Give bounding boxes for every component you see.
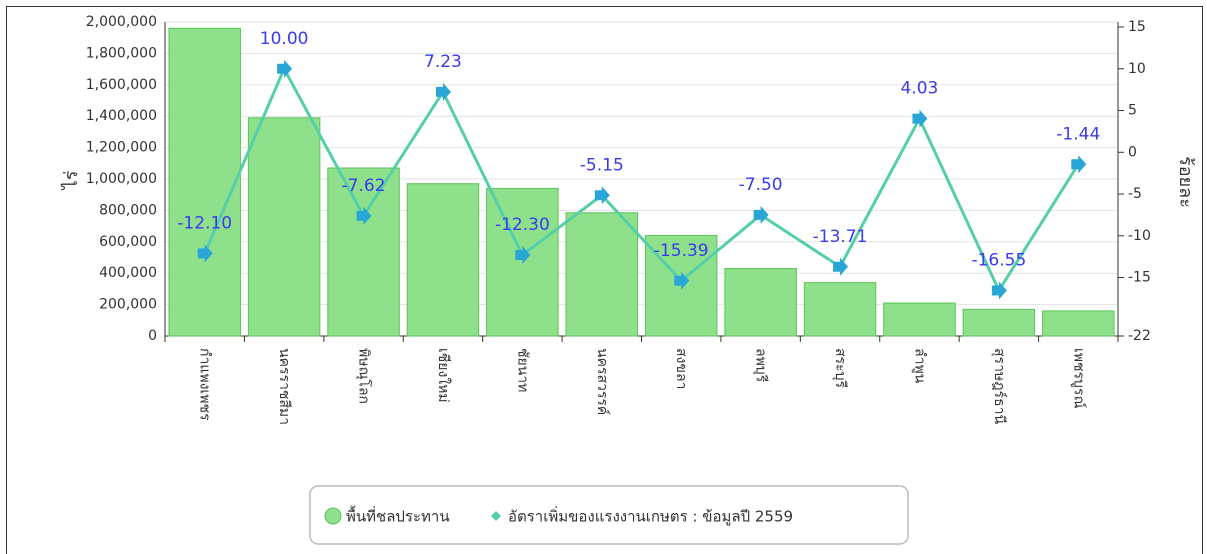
y2-tick-label: 10 (1128, 61, 1146, 77)
y2-tick-label: 5 (1128, 103, 1137, 119)
y-tick-label: 2,000,000 (86, 14, 157, 30)
x-tick-label: นครสวรรค์ (594, 348, 611, 415)
y2-tick-label: -22 (1128, 328, 1151, 344)
x-tick-label: เชียงใหม่ (435, 348, 452, 403)
bar (327, 167, 400, 337)
data-label: -16.55 (971, 250, 1026, 270)
y-tick-label: 1,800,000 (86, 45, 157, 61)
x-tick-label: สงขลา (673, 348, 689, 389)
x-tick-label: ลพบุรี (753, 348, 769, 383)
bar (803, 282, 877, 337)
data-label: -12.10 (177, 213, 232, 233)
marker (753, 205, 769, 224)
legend-swatch (324, 507, 342, 525)
legend-label: พื้นที่ชลประทาน (346, 506, 450, 526)
x-tick-label: ลำพูน (911, 348, 927, 384)
y2-axis-label: ร้อยละ (1175, 156, 1196, 208)
bar (883, 302, 956, 337)
y-tick-label: 0 (148, 328, 157, 344)
x-tick-label: สระบุรี (832, 348, 848, 388)
bar (168, 27, 241, 337)
x-tick-label: ชัยนาท (514, 348, 530, 392)
x-tick-label: กำแพงเพชร (197, 348, 213, 421)
bar (406, 183, 480, 337)
data-label: -12.30 (495, 215, 550, 235)
marker (674, 271, 690, 290)
bar (724, 267, 797, 337)
y2-tick-label: -5 (1128, 186, 1142, 202)
data-label: 10.00 (260, 29, 309, 49)
marker (277, 59, 293, 78)
marker (356, 206, 372, 225)
data-label: -1.44 (1056, 124, 1100, 144)
data-label: 4.03 (901, 79, 939, 99)
y-tick-label: 800,000 (99, 202, 157, 218)
data-label: -7.62 (342, 176, 386, 196)
x-tick-label: เพชรบูรณ์ (1070, 348, 1087, 408)
y2-tick-label: -15 (1128, 270, 1151, 286)
x-tick-label: พิษณุโลก (356, 348, 373, 404)
x-tick-label: นครราชสีมา (276, 348, 292, 425)
y-tick-label: 400,000 (99, 265, 157, 281)
y-axis-label: ไร่ (60, 170, 82, 191)
data-label: -15.39 (654, 241, 709, 261)
marker (594, 186, 610, 205)
line (203, 65, 1080, 294)
marker (197, 244, 213, 263)
y-tick-label: 1,400,000 (86, 108, 157, 124)
marker (435, 82, 451, 101)
data-label: 7.23 (424, 52, 462, 72)
marker (1071, 155, 1087, 174)
x-tick-label: สุราษฎร์ธานี (991, 348, 1008, 424)
y-tick-label: 1,600,000 (86, 77, 157, 93)
frame (6, 6, 1203, 554)
y2-tick-label: 0 (1128, 144, 1137, 160)
y2-tick-label: 15 (1128, 19, 1146, 35)
y-tick-label: 1,200,000 (86, 140, 157, 156)
y-tick-label: 200,000 (99, 297, 157, 313)
bar (565, 212, 639, 337)
marker (912, 109, 928, 128)
marker (515, 245, 531, 264)
data-label: -13.71 (813, 227, 868, 247)
bar (1042, 310, 1115, 337)
data-label: -7.50 (739, 175, 783, 195)
bar (962, 308, 1036, 337)
y-tick-label: 600,000 (99, 234, 157, 250)
data-label: -5.15 (580, 155, 624, 175)
y-tick-label: 1,000,000 (86, 171, 157, 187)
bar (247, 117, 321, 337)
legend-label: อัตราเพิ่มของแรงงานเกษตร : ข้อมูลปี 2559 (508, 506, 793, 526)
y2-tick-label: -10 (1128, 228, 1151, 244)
legend-box (309, 485, 909, 545)
marker (991, 281, 1007, 300)
legend-swatch (491, 511, 501, 521)
marker (833, 257, 849, 276)
